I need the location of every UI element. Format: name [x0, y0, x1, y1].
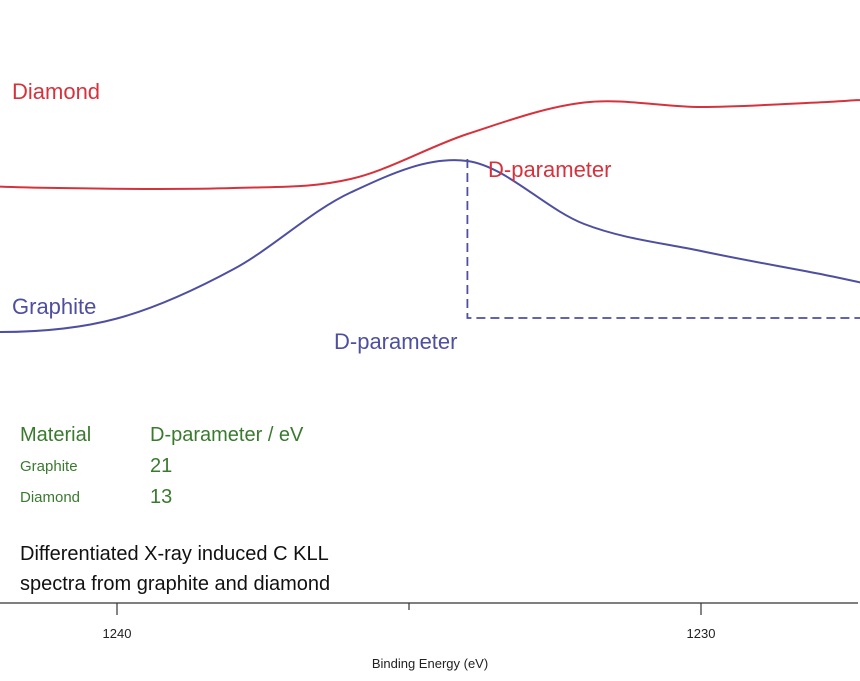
x-tick-label: 1230	[687, 626, 716, 641]
x-tick-label: 1240	[103, 626, 132, 641]
graphite-series-label: Graphite	[12, 294, 96, 319]
table-row-value: 21	[150, 455, 172, 477]
table-row-material: Graphite	[20, 458, 78, 475]
plot-lines	[0, 98, 860, 333]
x-axis-title: Binding Energy (eV)	[372, 656, 488, 671]
graphite-d-parameter-label: D-parameter	[334, 329, 457, 354]
table-header-value: D-parameter / eV	[150, 424, 304, 446]
x-ticks: 12401230122012101200	[103, 603, 716, 641]
caption-line-1: Differentiated X-ray induced C KLL	[20, 543, 329, 565]
diamond-series-label: Diamond	[12, 79, 100, 104]
table-header-material: Material	[20, 424, 91, 446]
table-row-value: 13	[150, 486, 172, 508]
caption-line-2: spectra from graphite and diamond	[20, 573, 330, 595]
diamond-series-line	[0, 98, 860, 190]
graphite-series-line	[0, 159, 860, 333]
table-row-material: Diamond	[20, 489, 80, 506]
diamond-d-parameter-label: D-parameter	[488, 157, 611, 182]
